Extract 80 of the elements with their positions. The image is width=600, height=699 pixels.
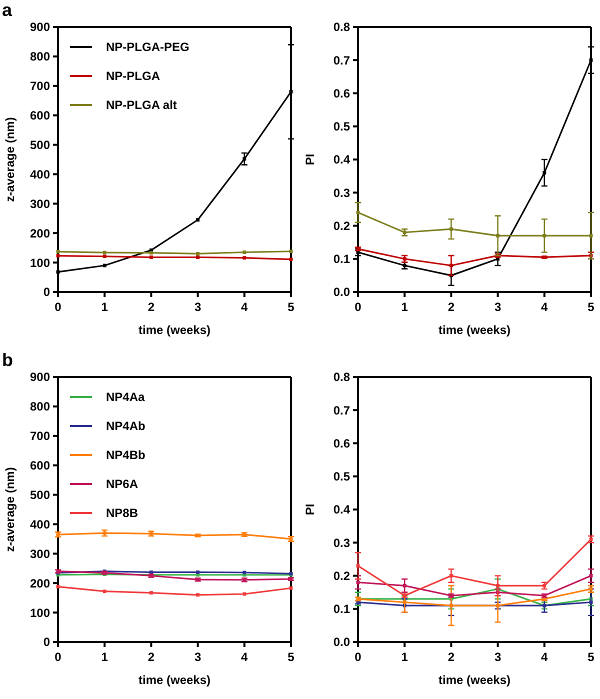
x-tick-label: 4 <box>241 300 248 314</box>
x-axis-title: time (weeks) <box>138 323 211 337</box>
y-tick-label: 400 <box>30 167 50 182</box>
x-tick-label: 3 <box>494 300 502 314</box>
y-tick-label: 0.0 <box>333 635 350 650</box>
y-tick-label: 0.1 <box>333 602 350 616</box>
x-tick-label: 3 <box>194 300 202 314</box>
x-tick-label: 1 <box>401 650 408 664</box>
legend-label: NP-PLGA-PEG <box>106 40 190 54</box>
y-tick-label: 0.2 <box>333 568 350 583</box>
x-tick-label: 3 <box>494 650 502 664</box>
y-tick-label: 0.7 <box>333 403 350 418</box>
y-tick-label: 600 <box>30 108 50 123</box>
x-tick-label: 0 <box>354 300 362 314</box>
x-tick-label: 1 <box>101 300 108 314</box>
y-tick-label: 100 <box>30 256 50 270</box>
y-tick-label: 0.3 <box>333 186 350 200</box>
x-axis-title: time (weeks) <box>438 323 511 337</box>
y-tick-label: 900 <box>30 20 50 34</box>
y-tick-label: 0.5 <box>333 120 350 134</box>
legend-label: NP4Bb <box>106 448 146 462</box>
x-tick-label: 1 <box>101 650 108 664</box>
y-tick-label: 0.1 <box>333 252 350 266</box>
y-tick-label: 0.7 <box>333 53 350 68</box>
x-tick-label: 5 <box>288 650 295 664</box>
y-tick-label: 0.0 <box>333 285 350 300</box>
y-tick-label: 700 <box>30 429 50 444</box>
y-tick-label: 0.4 <box>333 502 350 517</box>
x-tick-label: 0 <box>354 650 362 664</box>
y-tick-label: 0.6 <box>333 436 350 450</box>
x-tick-label: 4 <box>541 300 548 314</box>
x-tick-label: 5 <box>288 300 295 314</box>
x-tick-label: 0 <box>54 650 62 664</box>
y-axis-title: z-average (nm) <box>3 467 17 552</box>
y-tick-label: 900 <box>30 370 50 384</box>
legend-label: NP-PLGA alt <box>106 98 177 112</box>
y-axis-title: z-average (nm) <box>3 117 17 202</box>
y-tick-label: 800 <box>30 50 50 64</box>
y-tick-label: 0.3 <box>333 536 350 550</box>
text: b <box>2 350 13 370</box>
legend-label: NP6A <box>106 477 138 492</box>
y-tick-label: 300 <box>30 546 50 561</box>
x-axis-title: time (weeks) <box>138 673 211 687</box>
y-tick-label: 800 <box>30 400 50 414</box>
x-tick-label: 3 <box>194 650 202 664</box>
y-tick-label: 0.2 <box>333 218 350 233</box>
y-axis-title: PI <box>303 154 317 166</box>
x-tick-label: 4 <box>241 650 248 664</box>
x-tick-label: 5 <box>588 300 595 314</box>
x-tick-label: 2 <box>448 300 455 314</box>
x-tick-label: 2 <box>448 650 455 664</box>
y-tick-label: 0.6 <box>333 86 350 100</box>
y-tick-label: 100 <box>30 606 50 620</box>
y-axis-title: PI <box>303 504 317 516</box>
y-tick-label: 700 <box>30 79 50 94</box>
y-tick-label: 500 <box>30 138 50 152</box>
y-tick-label: 600 <box>30 458 50 473</box>
y-tick-label: 200 <box>30 576 50 590</box>
x-tick-label: 0 <box>54 300 62 314</box>
x-tick-label: 1 <box>401 300 408 314</box>
x-axis-title: time (weeks) <box>438 673 511 687</box>
y-tick-label: 300 <box>30 196 50 211</box>
text: a <box>2 0 13 20</box>
x-tick-label: 5 <box>588 650 595 664</box>
legend-label: NP-PLGA <box>106 69 160 84</box>
y-tick-label: 0 <box>43 285 50 300</box>
legend-label: NP8B <box>106 506 138 520</box>
y-tick-label: 500 <box>30 488 50 502</box>
x-tick-label: 2 <box>148 300 155 314</box>
x-tick-label: 4 <box>541 650 548 664</box>
y-tick-label: 200 <box>30 226 50 240</box>
y-tick-label: 400 <box>30 517 50 532</box>
y-tick-label: 0.8 <box>333 370 350 384</box>
y-tick-label: 0.4 <box>333 152 350 167</box>
y-tick-label: 0.8 <box>333 20 350 34</box>
legend-label: NP4Ab <box>106 419 146 434</box>
legend-label: NP4Aa <box>106 390 146 404</box>
y-tick-label: 0 <box>43 635 50 650</box>
y-tick-label: 0.5 <box>333 470 350 484</box>
x-tick-label: 2 <box>148 650 155 664</box>
